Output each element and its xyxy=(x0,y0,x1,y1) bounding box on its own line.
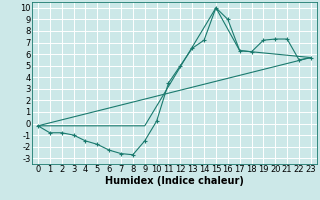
X-axis label: Humidex (Indice chaleur): Humidex (Indice chaleur) xyxy=(105,176,244,186)
